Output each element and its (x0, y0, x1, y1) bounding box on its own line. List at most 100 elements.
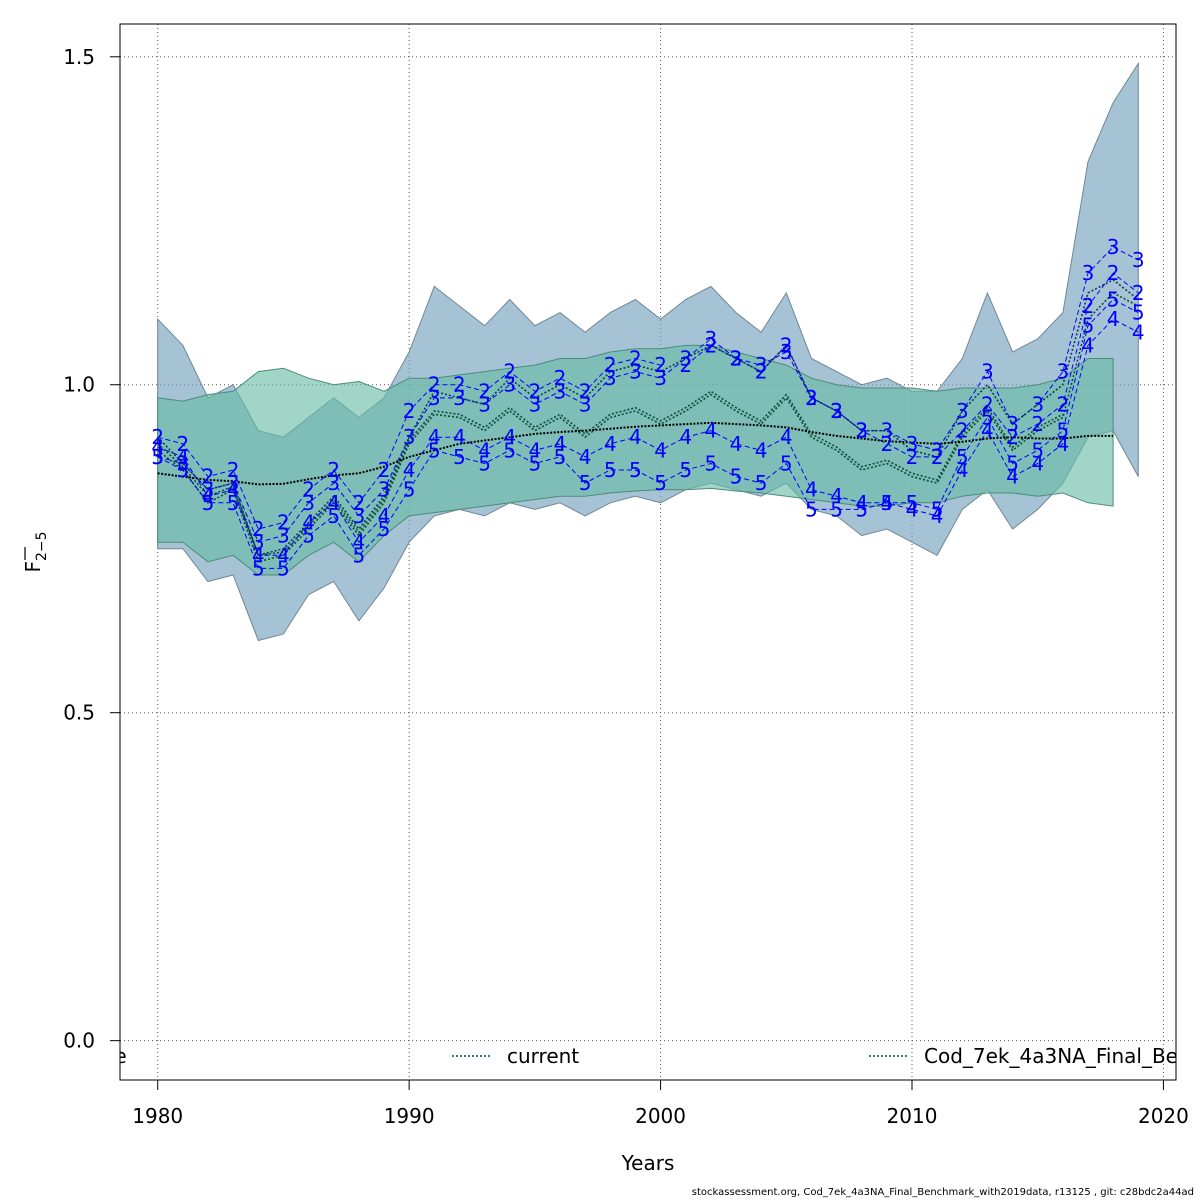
peel-label-3: 3 (1107, 235, 1120, 259)
peel-label-2: 2 (805, 386, 818, 410)
peel-label-3: 3 (302, 491, 315, 515)
peel-label-2: 2 (528, 379, 541, 403)
peel-label-4: 4 (830, 484, 843, 508)
peel-label-5: 5 (151, 445, 164, 469)
peel-label-2: 2 (1107, 261, 1120, 285)
peel-label-5: 5 (202, 491, 215, 515)
x-tick-label: 2020 (1138, 1104, 1189, 1128)
peel-label-3: 3 (629, 360, 642, 384)
peel-label-4: 4 (679, 425, 692, 449)
legend-label-se: se (104, 1044, 127, 1068)
peel-label-5: 5 (1082, 314, 1095, 338)
peel-label-5: 5 (428, 438, 441, 462)
peel-label-5: 5 (1006, 451, 1019, 475)
peel-label-5: 5 (352, 543, 365, 567)
peel-label-5: 5 (805, 497, 818, 521)
y-axis-title-sub: 2−5 (34, 531, 50, 561)
peel-label-4: 4 (1006, 465, 1019, 489)
base-ci-band (157, 344, 1114, 576)
peel-label-3: 3 (403, 425, 416, 449)
peel-label-3: 3 (880, 419, 893, 443)
peel-label-3: 3 (730, 347, 743, 371)
peel-label-2: 2 (277, 510, 290, 534)
peel-label-2: 2 (629, 347, 642, 371)
x-axis: 1980 1990 2000 2010 2020 (132, 1079, 1189, 1128)
peel-label-5: 5 (704, 451, 717, 475)
y-axis-title-main: F (21, 561, 45, 573)
peel-label-5: 5 (478, 451, 491, 475)
peel-label-3: 3 (704, 327, 717, 351)
x-tick-label: 2010 (887, 1104, 938, 1128)
peel-label-2: 2 (1132, 281, 1145, 305)
peel-label-5: 5 (880, 491, 893, 515)
peel-label-3: 3 (1132, 248, 1145, 272)
peel-label-3: 3 (176, 451, 189, 475)
peel-label-4: 4 (302, 510, 315, 534)
y-tick-label: 0.0 (63, 1029, 95, 1053)
peel-label-3: 3 (855, 419, 868, 443)
peel-label-2: 2 (906, 445, 919, 469)
peel-label-5: 5 (579, 471, 592, 495)
peel-label-4: 4 (503, 425, 516, 449)
peel-label-4: 4 (730, 432, 743, 456)
peel-label-4: 4 (176, 445, 189, 469)
peel-label-3: 3 (378, 478, 391, 502)
peel-label-2: 2 (202, 465, 215, 489)
peel-label-3: 3 (1056, 360, 1069, 384)
peel-label-2: 2 (352, 491, 365, 515)
peel-label-5: 5 (730, 465, 743, 489)
peel-label-5: 5 (780, 451, 793, 475)
peel-label-2: 2 (227, 458, 240, 482)
peel-label-5: 5 (855, 497, 868, 521)
peel-label-4: 4 (981, 419, 994, 443)
base-mean-line (157, 421, 1114, 486)
peel-label-3: 3 (830, 399, 843, 423)
peel-label-3: 3 (327, 471, 340, 495)
peel-label-5: 5 (554, 445, 567, 469)
peel-label-4: 4 (378, 504, 391, 528)
peel-label-4: 4 (277, 543, 290, 567)
peel-label-5: 5 (528, 451, 541, 475)
legend-entries: se current Cod_7ek_4a3NA_Final_Be (104, 1044, 1178, 1068)
legend-label-current: current (507, 1044, 579, 1068)
svg-text:F2−5: F2−5 (21, 531, 50, 572)
peel-label-4: 4 (579, 445, 592, 469)
series-lines (157, 246, 1139, 569)
base-run-line-0 (157, 291, 1139, 563)
peel-label-5: 5 (1056, 419, 1069, 443)
peel-label-2: 2 (579, 379, 592, 403)
peel-label-2: 2 (855, 419, 868, 443)
peel-label-4: 4 (1107, 307, 1120, 331)
y-axis-title: F2−5 (21, 531, 50, 572)
peel-label-2: 2 (981, 392, 994, 416)
peel-label-5: 5 (277, 556, 290, 580)
peel-label-2: 2 (679, 353, 692, 377)
peel-label-4: 4 (252, 543, 265, 567)
peel-label-2: 2 (176, 432, 189, 456)
legend-label-base: Cod_7ek_4a3NA_Final_Be (924, 1044, 1178, 1068)
peel-label-3: 3 (528, 392, 541, 416)
peel-label-4: 4 (956, 458, 969, 482)
peel-label-3: 3 (805, 386, 818, 410)
peel-label-3: 3 (981, 360, 994, 384)
peel-label-2: 2 (554, 366, 567, 390)
peel-label-5: 5 (227, 491, 240, 515)
peel-label-3: 3 (1006, 412, 1019, 436)
peel-label-5: 5 (403, 478, 416, 502)
x-tick-label: 1990 (384, 1104, 435, 1128)
peel-label-3: 3 (503, 373, 516, 397)
peel-label-2: 2 (327, 458, 340, 482)
peel-label-5: 5 (378, 517, 391, 541)
peel-label-5: 5 (629, 458, 642, 482)
peel-label-2: 2 (1031, 412, 1044, 436)
peel-label-5: 5 (654, 471, 667, 495)
peel-label-4: 4 (906, 497, 919, 521)
peel-label-2: 2 (880, 432, 893, 456)
peel-label-3: 3 (679, 347, 692, 371)
peel-line-3-1 (157, 246, 1139, 543)
peel-label-2: 2 (931, 445, 944, 469)
peel-label-2: 2 (730, 347, 743, 371)
peel-label-3: 3 (428, 386, 441, 410)
peel-label-2: 2 (780, 333, 793, 357)
